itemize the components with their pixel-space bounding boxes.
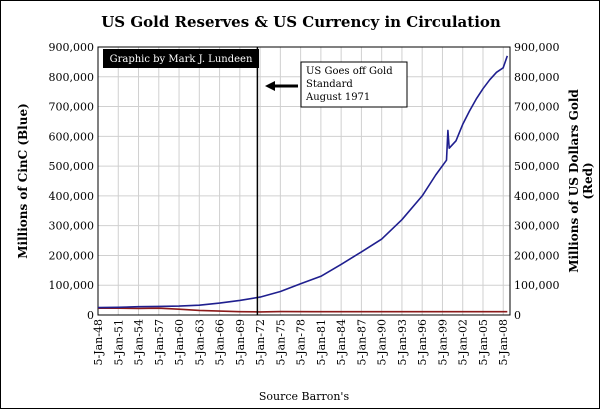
x-tick-label: 5-Jan-87	[355, 319, 368, 365]
y-tick-label-right: 700,000	[514, 101, 560, 114]
y-axis-left-label: Millions of CinC (Blue)	[16, 103, 30, 259]
arrow-left-icon	[265, 81, 298, 91]
y-tick-label-right: 800,000	[514, 71, 560, 84]
x-tick-label: 5-Jan-78	[295, 319, 308, 365]
y-tick-label-left: 600,000	[49, 130, 95, 143]
credit-text: Graphic by Mark J. Lundeen	[110, 54, 253, 65]
annotation-line-3: August 1971	[305, 92, 370, 103]
x-tick-label: 5-Jan-54	[133, 319, 146, 365]
x-tick-label: 5-Jan-51	[112, 319, 125, 365]
y-tick-label-left: 300,000	[49, 220, 95, 233]
y-tick-label-right: 0	[514, 309, 521, 322]
y-tick-label-right: 600,000	[514, 130, 560, 143]
x-axis-ticks: 5-Jan-48 5-Jan-51 5-Jan-54 5-Jan-57 5-Jan-60…	[92, 319, 510, 365]
x-tick-label: 5-Jan-60	[173, 319, 186, 365]
credit-box: Graphic by Mark J. Lundeen	[103, 49, 259, 68]
x-tick-label: 5-Jan-90	[376, 319, 389, 365]
x-tick-label: 5-Jan-63	[193, 319, 206, 365]
grid	[97, 47, 510, 315]
x-tick-label: 5-Jan-99	[437, 319, 450, 365]
series-line	[98, 307, 508, 313]
y-tick-label-left: 0	[87, 309, 94, 322]
y-tick-label-left: 400,000	[49, 190, 95, 203]
annotation-box: US Goes off Gold Standard August 1971	[300, 61, 408, 108]
series-layer	[97, 55, 509, 313]
y-axis-right-label-line-1: Millions of US Dollars Gold	[567, 89, 581, 273]
y-axis-right-label-line-2: (Red)	[581, 162, 595, 199]
series-line	[97, 55, 509, 309]
annotation-line-2: Standard	[306, 79, 353, 90]
x-tick-label: 5-Jan-81	[315, 319, 328, 365]
annotation-background	[300, 61, 408, 108]
credit-background	[103, 49, 259, 68]
x-tick-label: 5-Jan-96	[416, 319, 429, 365]
y-tick-label-left: 200,000	[49, 249, 95, 262]
x-tick-label: 5-Jan-93	[396, 319, 409, 365]
x-tick-label: 5-Jan-48	[92, 319, 105, 365]
x-tick-label: 5-Jan-72	[254, 319, 267, 365]
plot-area	[97, 46, 511, 316]
y-tick-label-left: 100,000	[49, 279, 95, 292]
annotation-line-1: US Goes off Gold	[306, 66, 393, 77]
x-tick-label: 5-Jan-69	[234, 319, 247, 365]
y-tick-label-left: 900,000	[49, 41, 95, 54]
x-tick-label: 5-Jan-05	[477, 319, 490, 365]
x-tick-label: 5-Jan-02	[457, 319, 470, 365]
y-tick-label-left: 800,000	[49, 71, 95, 84]
y-tick-label-right: 400,000	[514, 190, 560, 203]
chart-title: US Gold Reserves & US Currency in Circul…	[101, 13, 501, 31]
y-tick-label-right: 300,000	[514, 220, 560, 233]
y-tick-label-right: 900,000	[514, 41, 560, 54]
y-tick-label-right: 200,000	[514, 249, 560, 262]
x-tick-label: 5-Jan-66	[214, 319, 227, 365]
source-label: Source Barron's	[259, 390, 350, 403]
x-tick-label: 5-Jan-57	[153, 319, 166, 365]
x-tick-label: 5-Jan-75	[274, 319, 287, 365]
x-tick-label: 5-Jan-84	[335, 319, 348, 365]
x-tick-label: 5-Jan-08	[497, 319, 510, 365]
y-tick-label-right: 500,000	[514, 160, 560, 173]
y-axis-left-ticks: 0 100,000 200,000 300,000 400,000 500,000 600,…	[49, 41, 95, 322]
y-tick-label-left: 500,000	[49, 160, 95, 173]
y-tick-label-right: 100,000	[514, 279, 560, 292]
y-tick-label-left: 700,000	[49, 101, 95, 114]
y-axis-right-ticks: 0 100,000 200,000 300,000 400,000 500,000 600,…	[514, 41, 560, 322]
